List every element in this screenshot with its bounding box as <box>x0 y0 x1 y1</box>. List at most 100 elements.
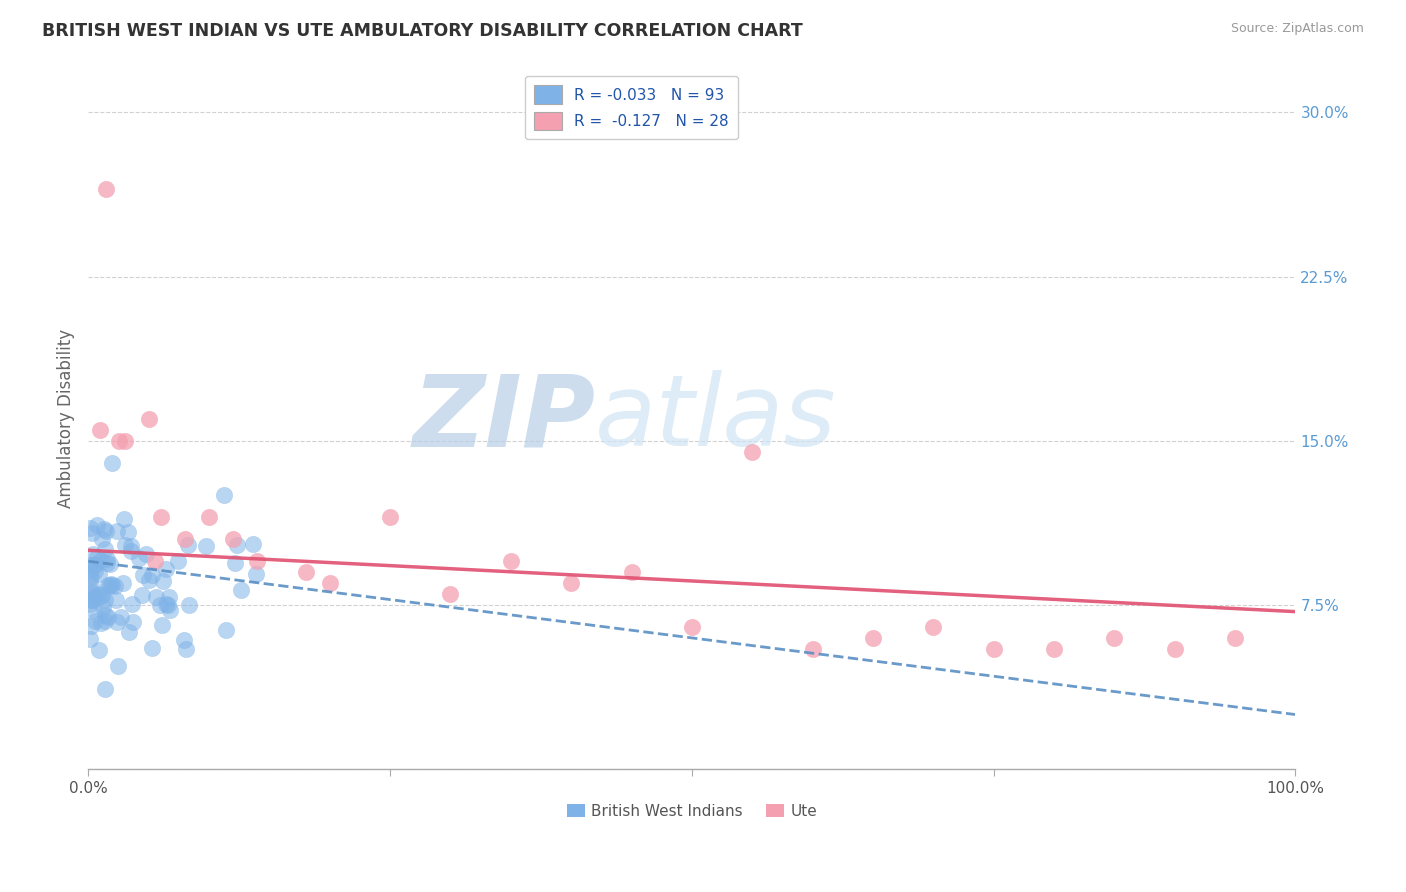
Point <box>101 456 124 470</box>
Point <box>79 598 101 612</box>
Point <box>94 614 117 628</box>
Point <box>79 558 101 573</box>
Text: BRITISH WEST INDIAN VS UTE AMBULATORY DISABILITY CORRELATION CHART: BRITISH WEST INDIAN VS UTE AMBULATORY DI… <box>42 22 803 40</box>
Point <box>741 444 763 458</box>
Point <box>87 643 110 657</box>
Point <box>294 565 316 579</box>
Point <box>98 579 121 593</box>
Y-axis label: Ambulatory Disability: Ambulatory Disability <box>58 329 75 508</box>
Point <box>245 566 267 581</box>
Point <box>122 615 145 629</box>
Point <box>157 590 180 604</box>
Point <box>90 588 112 602</box>
Point <box>922 620 945 634</box>
Legend: British West Indians, Ute: British West Indians, Ute <box>561 797 823 825</box>
Point <box>94 524 117 538</box>
Point <box>80 569 103 583</box>
Point <box>107 658 129 673</box>
Point <box>152 574 174 588</box>
Point <box>560 576 582 591</box>
Point <box>105 593 128 607</box>
Point <box>141 640 163 655</box>
Point <box>93 522 115 536</box>
Point <box>118 625 141 640</box>
Point <box>93 682 115 697</box>
Point <box>90 553 112 567</box>
Point <box>229 583 252 598</box>
Point <box>150 617 173 632</box>
Point <box>681 620 703 634</box>
Point <box>82 526 104 541</box>
Point <box>80 588 103 602</box>
Point <box>79 632 101 647</box>
Point <box>378 510 401 524</box>
Point <box>135 547 157 561</box>
Point <box>1104 631 1126 645</box>
Point <box>215 623 238 637</box>
Point <box>90 532 112 546</box>
Point <box>89 587 111 601</box>
Point <box>167 554 190 568</box>
Point <box>83 602 105 616</box>
Point <box>174 533 197 547</box>
Point <box>84 557 107 571</box>
Point <box>120 539 142 553</box>
Point <box>131 588 153 602</box>
Point <box>91 600 114 615</box>
Point <box>97 578 120 592</box>
Point <box>1164 641 1187 656</box>
Point <box>87 566 110 581</box>
Point <box>84 614 107 628</box>
Point <box>1223 631 1246 645</box>
Point <box>94 593 117 607</box>
Point <box>83 564 105 578</box>
Point <box>225 538 247 552</box>
Point <box>198 510 221 524</box>
Point <box>212 488 235 502</box>
Point <box>224 556 246 570</box>
Point <box>80 593 103 607</box>
Point <box>620 565 643 579</box>
Point <box>114 538 136 552</box>
Point <box>104 579 127 593</box>
Point <box>79 521 101 535</box>
Point <box>98 558 121 572</box>
Point <box>90 616 112 631</box>
Point <box>84 558 107 572</box>
Point <box>1043 641 1066 656</box>
Point <box>143 554 166 568</box>
Text: Source: ZipAtlas.com: Source: ZipAtlas.com <box>1230 22 1364 36</box>
Point <box>86 518 108 533</box>
Point <box>80 593 103 607</box>
Point <box>174 641 197 656</box>
Point <box>983 641 1005 656</box>
Point <box>82 547 104 561</box>
Point <box>114 434 136 448</box>
Point <box>112 512 135 526</box>
Point <box>96 552 118 566</box>
Point <box>79 563 101 577</box>
Point <box>138 412 160 426</box>
Point <box>117 524 139 539</box>
Point <box>80 592 103 607</box>
Point <box>120 543 142 558</box>
Point <box>96 182 118 196</box>
Point <box>86 550 108 565</box>
Point <box>173 633 195 648</box>
Point <box>141 568 163 582</box>
Point <box>499 554 522 568</box>
Point <box>107 434 129 448</box>
Point <box>79 572 101 586</box>
Point <box>80 579 103 593</box>
Point <box>138 573 160 587</box>
Text: ZIP: ZIP <box>412 370 595 467</box>
Point <box>80 618 103 632</box>
Point <box>194 539 217 553</box>
Point <box>128 550 150 565</box>
Point <box>149 598 172 612</box>
Text: atlas: atlas <box>595 370 837 467</box>
Point <box>89 423 111 437</box>
Point <box>132 567 155 582</box>
Point <box>177 598 200 612</box>
Point <box>90 589 112 603</box>
